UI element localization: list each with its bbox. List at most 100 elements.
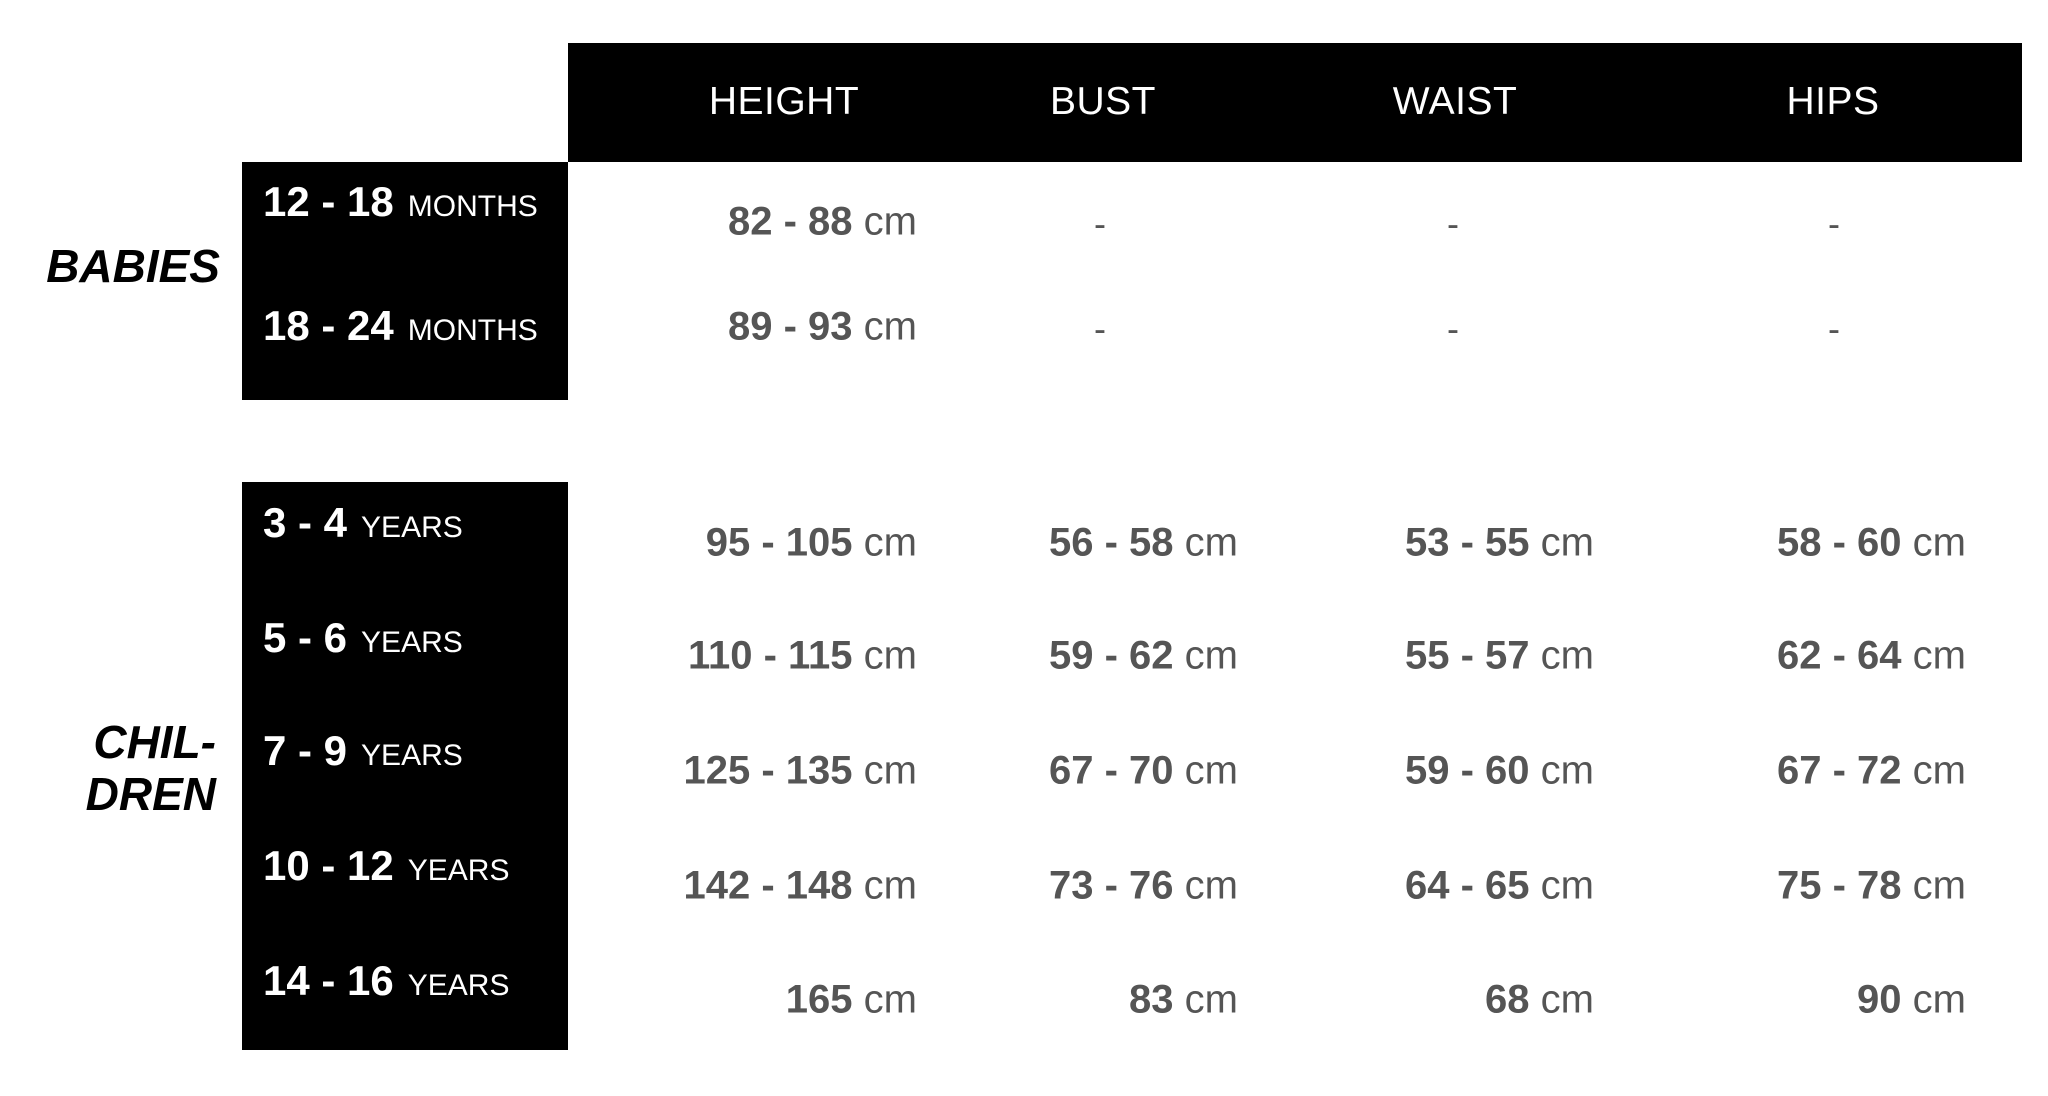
measurement-value: 142 - 148 xyxy=(683,863,853,908)
measurement-empty: - xyxy=(1447,203,1459,244)
measurement-unit: cm xyxy=(1540,863,1594,908)
age-unit: YEARS xyxy=(361,739,463,772)
column-header-hips: HIPS xyxy=(1786,80,1880,123)
measurement-bust: 73 - 76 cm xyxy=(1049,864,1238,909)
measurement-unit: cm xyxy=(1912,977,1966,1022)
measurement-waist: 53 - 55 cm xyxy=(1405,521,1594,566)
measurement-unit: cm xyxy=(863,304,917,349)
measurement-empty: - xyxy=(1828,308,1840,349)
measurement-empty: - xyxy=(1094,308,1106,349)
age-unit: YEARS xyxy=(407,969,510,1002)
age-label: 5 - 6 YEARS xyxy=(263,614,463,662)
measurement-empty: - xyxy=(1828,203,1840,244)
measurement-value: 64 - 65 xyxy=(1405,863,1530,908)
measurement-hips: 75 - 78 cm xyxy=(1777,864,1966,909)
measurement-value: 67 - 72 xyxy=(1777,748,1902,793)
measurement-waist: 55 - 57 cm xyxy=(1405,634,1594,679)
measurement-value: 82 - 88 xyxy=(728,199,853,244)
measurement-value: 165 xyxy=(785,977,853,1022)
measurement-unit: cm xyxy=(1912,520,1966,565)
measurement-height: 95 - 105 cm xyxy=(706,521,917,566)
age-unit: YEARS xyxy=(361,626,463,659)
measurement-height: 165 cm xyxy=(786,978,917,1023)
measurement-unit: cm xyxy=(863,977,917,1022)
measurement-unit: cm xyxy=(863,633,917,678)
age-range: 12 - 18 xyxy=(263,178,394,225)
group-label-children: CHIL- DREN xyxy=(86,716,216,820)
measurement-bust: 59 - 62 cm xyxy=(1049,634,1238,679)
measurement-unit: cm xyxy=(1912,633,1966,678)
measurement-unit: cm xyxy=(863,863,917,908)
measurement-value: 53 - 55 xyxy=(1405,520,1530,565)
age-label: 12 - 18 MONTHS xyxy=(263,178,538,226)
measurement-unit: cm xyxy=(1184,863,1238,908)
age-label: 10 - 12 YEARS xyxy=(263,842,509,890)
measurement-height: 142 - 148 cm xyxy=(684,864,917,909)
measurement-hips: 67 - 72 cm xyxy=(1777,749,1966,794)
measurement-unit: cm xyxy=(863,748,917,793)
measurement-value: 67 - 70 xyxy=(1049,748,1174,793)
age-label: 7 - 9 YEARS xyxy=(263,727,463,775)
age-unit: MONTHS xyxy=(407,190,538,223)
measurement-value: 56 - 58 xyxy=(1049,520,1174,565)
measurement-waist: 68 cm xyxy=(1485,978,1594,1023)
measurement-bust: 83 cm xyxy=(1129,978,1238,1023)
measurement-value: 110 - 115 xyxy=(687,633,853,678)
measurement-height: 89 - 93 cm xyxy=(728,305,917,350)
group-label-children-line1: CHIL- xyxy=(93,716,216,768)
measurement-height: 125 - 135 cm xyxy=(684,749,917,794)
age-range: 18 - 24 xyxy=(263,302,394,349)
measurement-unit: cm xyxy=(1184,520,1238,565)
age-range: 10 - 12 xyxy=(263,842,394,889)
measurement-value: 68 xyxy=(1485,977,1530,1022)
header-band xyxy=(568,43,2022,162)
measurement-value: 125 - 135 xyxy=(683,748,853,793)
age-unit: MONTHS xyxy=(407,314,538,347)
age-range: 14 - 16 xyxy=(263,957,394,1004)
measurement-value: 59 - 62 xyxy=(1049,633,1174,678)
measurement-bust: 67 - 70 cm xyxy=(1049,749,1238,794)
column-header-bust: BUST xyxy=(1049,80,1157,123)
babies-age-box xyxy=(242,162,568,400)
measurement-unit: cm xyxy=(1540,748,1594,793)
measurement-value: 58 - 60 xyxy=(1777,520,1902,565)
measurement-waist: 59 - 60 cm xyxy=(1405,749,1594,794)
measurement-unit: cm xyxy=(863,199,917,244)
measurement-value: 55 - 57 xyxy=(1405,633,1530,678)
measurement-value: 75 - 78 xyxy=(1777,863,1902,908)
measurement-height: 82 - 88 cm xyxy=(728,200,917,245)
measurement-value: 95 - 105 xyxy=(705,520,853,565)
measurement-empty: - xyxy=(1447,308,1459,349)
measurement-value: 62 - 64 xyxy=(1777,633,1902,678)
age-unit: YEARS xyxy=(361,511,463,544)
column-header-height: HEIGHT xyxy=(708,80,860,123)
group-label-children-line2: DREN xyxy=(85,768,216,820)
measurement-unit: cm xyxy=(1184,633,1238,678)
age-unit: YEARS xyxy=(407,854,510,887)
age-label: 3 - 4 YEARS xyxy=(263,499,463,547)
measurement-height: 110 - 115 cm xyxy=(688,634,917,679)
measurement-unit: cm xyxy=(1540,520,1594,565)
measurement-unit: cm xyxy=(1184,977,1238,1022)
measurement-hips: 62 - 64 cm xyxy=(1777,634,1966,679)
children-age-box xyxy=(242,482,568,1050)
measurement-value: 83 xyxy=(1129,977,1174,1022)
measurement-unit: cm xyxy=(1184,748,1238,793)
column-header-waist: WAIST xyxy=(1392,80,1518,123)
age-range: 7 - 9 xyxy=(263,727,348,774)
measurement-hips: 58 - 60 cm xyxy=(1777,521,1966,566)
measurement-unit: cm xyxy=(1540,633,1594,678)
measurement-value: 59 - 60 xyxy=(1405,748,1530,793)
measurement-value: 73 - 76 xyxy=(1049,863,1174,908)
measurement-empty: - xyxy=(1094,203,1106,244)
measurement-unit: cm xyxy=(863,520,917,565)
measurement-unit: cm xyxy=(1912,863,1966,908)
age-label: 18 - 24 MONTHS xyxy=(263,302,538,350)
measurement-value: 90 xyxy=(1857,977,1902,1022)
measurement-bust: 56 - 58 cm xyxy=(1049,521,1238,566)
age-range: 5 - 6 xyxy=(263,614,348,661)
measurement-hips: 90 cm xyxy=(1857,978,1966,1023)
age-label: 14 - 16 YEARS xyxy=(263,957,509,1005)
measurement-waist: 64 - 65 cm xyxy=(1405,864,1594,909)
measurement-unit: cm xyxy=(1912,748,1966,793)
